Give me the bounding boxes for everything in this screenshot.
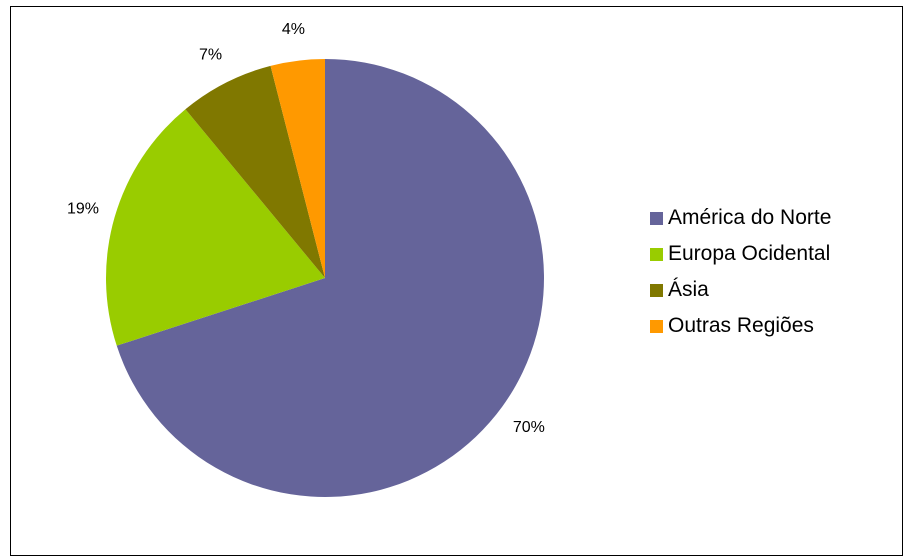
- legend-item-europa-ocidental: Europa Ocidental: [650, 236, 831, 272]
- legend-item-asia: Ásia: [650, 272, 831, 308]
- pie-slice-outras-regi-es: [270, 59, 325, 278]
- pie-chart: 70% 19% 7% 4%: [67, 21, 545, 497]
- legend-swatch-europa-ocidental: [650, 247, 663, 261]
- pie-data-labels: 70% 19% 7% 4%: [67, 21, 545, 436]
- pie-slice-am-rica-do-norte: [116, 59, 544, 497]
- pie-slice-europa-ocidental: [106, 109, 326, 346]
- legend-label: América do Norte: [668, 206, 832, 229]
- pie-slices: [106, 59, 544, 497]
- legend-item-america-do-norte: América do Norte: [650, 200, 831, 236]
- data-label: 70%: [513, 419, 545, 436]
- legend: América do Norte Europa Ocidental Ásia O…: [650, 200, 831, 344]
- legend-swatch-asia: [650, 283, 663, 297]
- legend-item-outras-regioes: Outras Regiões: [650, 308, 831, 344]
- legend-label: Europa Ocidental: [668, 242, 831, 265]
- data-label: 7%: [199, 46, 222, 63]
- legend-label: Outras Regiões: [668, 314, 814, 337]
- data-label: 19%: [67, 201, 99, 218]
- legend-swatch-america-do-norte: [650, 211, 663, 225]
- data-label: 4%: [282, 21, 305, 38]
- pie-slice--sia: [185, 65, 325, 279]
- legend-label: Ásia: [668, 278, 709, 301]
- legend-swatch-outras-regioes: [650, 319, 663, 333]
